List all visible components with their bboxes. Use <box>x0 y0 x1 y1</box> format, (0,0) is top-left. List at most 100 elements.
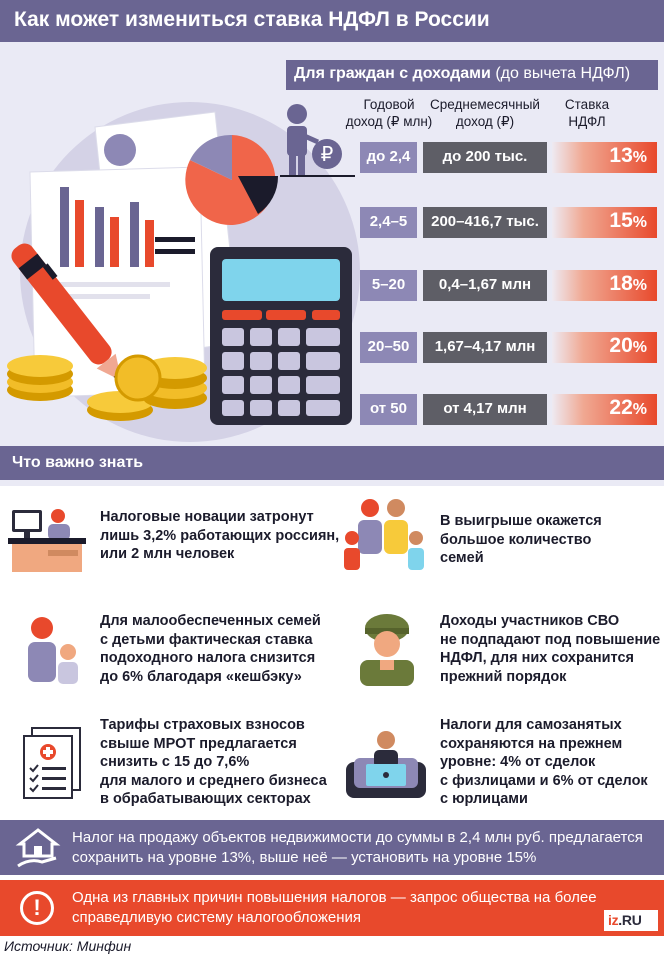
fact-selfemployed-line-1: Налоги для самозанятых <box>440 717 622 733</box>
fact-selfemployed-line-2: сохраняются на прежнем <box>440 735 623 752</box>
column-header-rate-line1: Ставка <box>564 97 610 112</box>
mother-child-icon <box>28 617 78 684</box>
rate-row-1-income: до 2,4 <box>360 142 417 173</box>
rate-row-4-income: 20–50 <box>360 332 417 363</box>
fact-svo-line-2: не подпадают под повышение <box>440 631 661 648</box>
rate-row-4-rate-percent: % <box>632 339 647 356</box>
rate-row-1-rate-value: 13 <box>609 144 633 167</box>
rates-section: ₽ <box>0 42 664 446</box>
fact-selfemployed-line-5: с юрлицами <box>440 791 528 807</box>
documents-icon <box>23 727 81 799</box>
pie-chart-icon <box>185 134 279 225</box>
soldier-icon <box>360 614 414 686</box>
property-tax-line-1: Налог на продажу объектов недвижимости д… <box>72 829 643 846</box>
rate-row-2-rate-percent: % <box>632 214 647 231</box>
logo-iz: iz <box>608 912 619 928</box>
fact-insurance-line-3: снизить с 15 до 7,6% <box>100 754 250 770</box>
property-tax-line-2: сохранить на уровне 13%, выше неё — уста… <box>72 849 537 866</box>
rate-row-2-rate: 15% <box>552 207 657 238</box>
column-header-monthly-line1: Среднемесячный <box>430 97 540 112</box>
header-bar: Как может измениться ставка НДФЛ в Росси… <box>0 0 664 42</box>
tax-reason-line-1: Одна из главных причин повышения налогов… <box>72 889 597 906</box>
source-caption: Источник: Минфин <box>4 938 132 954</box>
rate-row-3-rate: 18% <box>552 270 657 301</box>
fact-families-line-3: семей <box>440 550 484 566</box>
rate-row-3-monthly: 0,4–1,67 млн <box>423 270 547 301</box>
fact-svo-text: Доходы участников СВО не подпадают под п… <box>440 612 660 686</box>
section-title-know: Что важно знать <box>12 454 144 471</box>
rate-row-5-rate-percent: % <box>632 401 647 418</box>
property-tax-banner: Налог на продажу объектов недвижимости д… <box>0 820 664 875</box>
column-header-rate: Ставка НДФЛ <box>552 96 622 130</box>
fact-coverage-line-3: или 2 млн человек <box>100 546 235 562</box>
office-worker-icon <box>8 509 86 572</box>
tax-reason-text: Одна из главных причин повышения налогов… <box>72 888 597 928</box>
rate-row-5-rate-value: 22 <box>609 396 633 419</box>
fact-insurance-line-1: Тарифы страховых взносов <box>100 717 305 733</box>
income-group-title: Для граждан с доходами (до вычета НДФЛ) <box>286 60 658 90</box>
rate-row-5-income: от 50 <box>360 394 417 425</box>
facts-section: Налоговые новации затронут лишь 3,2% раб… <box>0 480 664 822</box>
fact-coverage-text: Налоговые новации затронут лишь 3,2% раб… <box>100 508 339 564</box>
facts-row-1: Налоговые новации затронут лишь 3,2% раб… <box>0 486 664 598</box>
fact-cashback-line-3: подоходного налога снизится <box>100 650 316 666</box>
rate-row-5-rate: 22% <box>552 394 657 425</box>
rate-row-2-rate-value: 15 <box>609 209 633 232</box>
rate-row-4-monthly: 1,67–4,17 млн <box>423 332 547 363</box>
group-title-sub: (до вычета НДФЛ) <box>495 65 631 82</box>
fact-families-text: В выигрыше окажется большое количество с… <box>440 512 602 568</box>
fact-insurance-line-5: в обрабатывающих секторах <box>100 791 311 807</box>
column-header-income-line1: Годовой <box>363 97 415 112</box>
group-title-main: Для граждан с доходами <box>294 65 491 82</box>
page-title: Как может измениться ставка НДФЛ в Росси… <box>14 8 490 31</box>
fact-svo-line-4: прежний порядок <box>440 668 567 685</box>
fact-coverage-line-2: лишь 3,2% работающих россиян, <box>100 527 340 544</box>
fact-coverage-line-1: Налоговые новации затронут <box>100 509 314 525</box>
freelancer-laptop-icon <box>346 731 426 798</box>
house-hand-icon <box>15 828 61 868</box>
person-ruble-icon: ₽ <box>280 104 355 177</box>
rate-row-1-rate: 13% <box>552 142 657 173</box>
izvestia-logo: iz.RU <box>604 910 658 931</box>
fact-selfemployed-text: Налоги для самозанятых сохраняются на пр… <box>440 716 648 809</box>
rate-row-3-income: 5–20 <box>360 270 417 301</box>
rate-row-2-monthly: 200–416,7 тыс. <box>423 207 547 238</box>
property-tax-text: Налог на продажу объектов недвижимости д… <box>72 828 643 868</box>
tax-reason-line-2: справедливую систему налогообложения <box>72 909 362 926</box>
facts-row-3: Тарифы страховых взносов свыше МРОТ пред… <box>0 710 664 822</box>
column-header-monthly: Среднемесячный доход (₽) <box>422 96 548 130</box>
fact-svo-line-3: НДФЛ, для них сохранится <box>440 650 634 666</box>
rate-row-1-monthly: до 200 тыс. <box>423 142 547 173</box>
facts-row-2: Для малообеспеченных семей с детьми факт… <box>0 598 664 710</box>
fact-selfemployed-line-4: с физлицами и 6% от сделок <box>440 772 648 789</box>
fact-insurance-text: Тарифы страховых взносов свыше МРОТ пред… <box>100 716 327 809</box>
fact-cashback-text: Для малообеспеченных семей с детьми факт… <box>100 612 321 686</box>
fact-cashback-line-2: с детьми фактическая ставка <box>100 631 313 648</box>
rate-row-2-income: 2,4–5 <box>360 207 417 238</box>
section-header-know: Что важно знать <box>0 446 664 480</box>
fact-insurance-line-4: для малого и среднего бизнеса <box>100 772 327 789</box>
ruble-symbol: ₽ <box>321 142 334 166</box>
column-header-income-line2: доход (₽ млн) <box>345 114 433 129</box>
rate-row-5-monthly: от 4,17 млн <box>423 394 547 425</box>
fact-cashback-line-1: Для малообеспеченных семей <box>100 613 321 629</box>
fact-selfemployed-line-3: уровне: 4% от сделок <box>440 754 596 770</box>
column-header-income: Годовой доход (₽ млн) <box>343 96 435 130</box>
chart-paper-icon <box>29 166 206 398</box>
rate-row-4-rate-value: 20 <box>609 334 633 357</box>
rate-row-3-rate-value: 18 <box>609 272 633 295</box>
column-header-rate-line2: НДФЛ <box>568 114 606 129</box>
coins-icon <box>7 354 207 421</box>
exclamation-icon: ! <box>20 891 54 925</box>
fact-families-line-2: большое количество <box>440 531 592 548</box>
calculator-icon <box>210 247 352 425</box>
fact-families-line-1: В выигрыше окажется <box>440 513 602 529</box>
tax-reason-banner: ! Одна из главных причин повышения налог… <box>0 880 664 936</box>
fact-svo-line-1: Доходы участников СВО <box>440 613 620 629</box>
illustration: ₽ <box>7 102 360 442</box>
family-icon <box>344 499 424 570</box>
logo-ru: .RU <box>618 912 642 928</box>
column-header-monthly-line2: доход (₽) <box>455 114 515 129</box>
fact-cashback-line-4: до 6% благодаря «кешбэку» <box>100 668 302 685</box>
rate-row-4-rate: 20% <box>552 332 657 363</box>
